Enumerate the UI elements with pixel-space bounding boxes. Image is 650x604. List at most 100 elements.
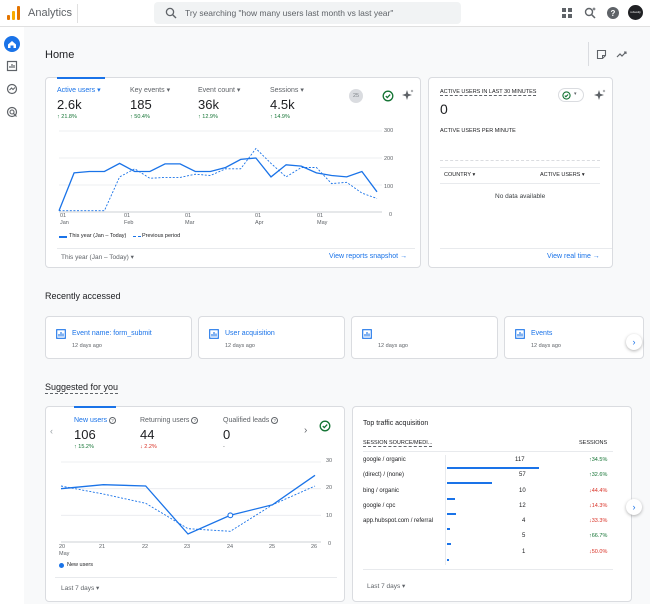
x-tick: 01 Mar [185,213,195,226]
metric-label: Key events [130,87,165,94]
divider [77,4,78,23]
search-bar[interactable]: Try searching "how many users last month… [154,2,461,24]
active-tab-indicator [74,406,116,408]
divider [440,248,612,249]
recent-item-date: 12 days ago [531,343,561,349]
realtime-status-dropdown[interactable]: ▾ [558,88,584,102]
y-tick: 300 [384,128,394,134]
recent-item-label: Event name: form_submit [72,330,152,337]
traffic-title: Top traffic acquisition [363,420,429,427]
chevron-left-icon[interactable]: ‹ [50,426,53,436]
date-range-selector[interactable]: Last 7 days ▾ [61,585,100,592]
recent-item-date: 12 days ago [378,343,408,349]
recent-item[interactable]: User acquisition 12 days ago [198,316,345,359]
row-source: (direct) / (none) [363,472,405,478]
x-tick: 01 May [317,213,328,226]
y-tick: 30 [326,458,333,464]
legend-swatch-previous [133,236,141,237]
analytics-logo[interactable] [7,6,21,20]
chevron-right-icon[interactable]: › [304,425,308,436]
info-icon: ? [271,417,279,424]
recent-item[interactable]: Event name: form_submit 12 days ago [45,316,192,359]
legend-current: This year (Jan – Today) [69,233,127,239]
row-bar [447,467,539,469]
account-avatar[interactable]: robustly [628,5,643,20]
metric-change: ↑ 50.4% [130,114,150,120]
recent-next-button[interactable]: › [626,334,642,350]
view-real-time-link[interactable]: View real time → [547,253,600,260]
no-data-text: No data available [495,193,546,200]
metric-value: 185 [130,97,152,112]
recent-item[interactable]: Events 12 days ago [504,316,644,359]
nav-explore[interactable] [4,81,20,97]
series-line-primary [58,157,378,211]
sparkle-icon[interactable] [401,89,414,102]
divider [57,248,415,249]
date-range-selector[interactable]: Last 7 days ▾ [367,583,406,590]
metric-value: 44 [140,427,155,442]
metric-label: Sessions [270,87,299,94]
column-sessions[interactable]: SESSIONS [579,440,608,446]
row-change: ↑32.6% [589,472,608,478]
metric-event-count[interactable]: Event count ▾ 36k ↑ 12.9% [198,87,241,120]
row-change: ↓44.4% [589,488,608,494]
x-tick: 26 [311,544,318,550]
x-tick: 21 [99,544,106,550]
row-sessions: 4 [522,518,526,524]
metric-active-users[interactable]: Active users ▾ 2.6k ↑ 21.8% [57,87,101,120]
data-point-highlight[interactable] [227,512,234,519]
metric-key-events[interactable]: Key events ▾ 185 ↑ 50.4% [130,87,171,120]
column-country[interactable]: COUNTRY ▾ [444,172,476,178]
info-icon: ? [191,417,199,424]
x-tick: 24 [227,544,234,550]
customize-icon[interactable] [596,49,607,60]
view-reports-snapshot-link[interactable]: View reports snapshot → [329,253,408,260]
suggested-next-button[interactable]: › [626,499,642,515]
metric-value: 2.6k [57,97,82,112]
metric-value: 36k [198,97,219,112]
series-line-comparison [60,485,316,532]
row-sessions: 117 [515,457,525,463]
check-circle-icon[interactable] [319,420,331,432]
chevron-right-icon: › [632,337,636,347]
metric-qualified-leads[interactable]: Qualified leads ? 0 - [223,417,279,450]
metric-label: Active users [57,87,96,94]
apps-grid-icon[interactable] [560,6,574,20]
insights-search-icon[interactable] [583,6,597,20]
check-circle-icon[interactable] [382,90,394,102]
report-icon [362,329,372,339]
x-tick: 01 Feb [124,213,134,226]
metric-change: ↑ 14.9% [270,114,290,120]
row-change: ↓33.3% [589,518,608,524]
x-tick: 23 [184,544,191,550]
explore-icon [6,83,18,95]
x-tick: 25 [269,544,276,550]
left-nav-rail [0,27,24,604]
row-bar [447,482,492,484]
annotation-badge[interactable]: 25 [349,89,363,103]
column-source[interactable]: SESSION SOURCE/MEDI... [363,440,433,447]
realtime-title: ACTIVE USERS IN LAST 30 MINUTES [440,89,537,96]
recent-item[interactable]: 12 days ago [351,316,498,359]
series-line-primary [60,474,316,535]
row-source: google / cpc [363,503,396,509]
nav-advertising[interactable] [4,104,20,120]
sparkle-icon[interactable] [593,89,606,102]
help-icon[interactable]: ? [606,6,620,20]
active-tab-indicator [57,77,105,79]
divider [440,167,600,168]
nav-reports[interactable] [4,58,20,74]
svg-text:?: ? [611,9,616,18]
check-circle-icon [562,91,571,100]
nav-home[interactable] [4,36,20,52]
insights-icon[interactable] [616,49,627,60]
top-bar: Analytics Try searching "how many users … [0,0,650,27]
date-range-selector[interactable]: This year (Jan – Today) ▾ [61,254,134,261]
metric-sessions[interactable]: Sessions ▾ 4.5k ↑ 14.9% [270,87,304,120]
target-icon [6,106,18,118]
metric-new-users[interactable]: New users ? 106 ↑ 15.2% [74,417,117,450]
metric-returning-users[interactable]: Returning users ? 44 ↓ 2.2% [140,417,199,450]
column-active-users[interactable]: ACTIVE USERS ▾ [540,172,585,178]
report-icon [209,329,219,339]
chevron-down-icon: ▾ [574,91,577,97]
